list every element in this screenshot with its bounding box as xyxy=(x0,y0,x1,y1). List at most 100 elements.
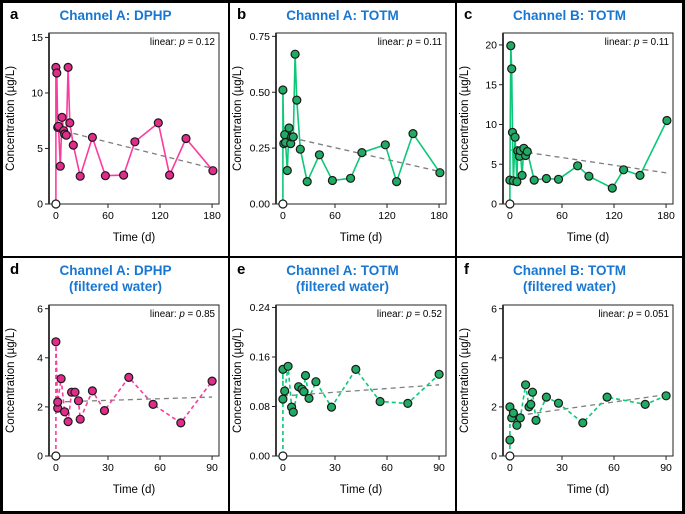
data-point xyxy=(51,451,61,461)
data-point xyxy=(100,171,111,181)
panel-title: Channel A: TOTM xyxy=(230,8,455,24)
x-axis-title: Time (d) xyxy=(567,232,610,244)
data-point xyxy=(520,380,531,390)
data-point xyxy=(73,396,84,406)
data-point xyxy=(510,133,520,143)
x-tick-label: 90 xyxy=(206,462,218,474)
y-tick-label: 2 xyxy=(37,401,43,413)
trend-line xyxy=(55,396,213,403)
data-point xyxy=(283,361,293,371)
data-point xyxy=(505,435,515,445)
data-point xyxy=(531,415,541,425)
y-tick-label: 0.00 xyxy=(250,451,271,463)
x-tick-label: 0 xyxy=(280,210,286,222)
data-point xyxy=(607,183,617,194)
data-point xyxy=(59,407,70,417)
data-point xyxy=(300,370,311,381)
annotation-linear-p: linear: p = 0.11 xyxy=(378,37,442,48)
panel-letter: a xyxy=(10,6,19,23)
data-point xyxy=(87,386,98,396)
panel-title-line1: Channel B: TOTM xyxy=(513,8,626,23)
chart-panel-b: b Channel A: TOTM 0.00 0.25 0.50 0.75 0 60 120… xyxy=(230,3,455,256)
y-tick-label: 2 xyxy=(491,401,497,413)
panel-title-line1: Channel A: TOTM xyxy=(286,8,399,23)
data-point xyxy=(515,413,525,423)
x-tick-label: 60 xyxy=(102,210,114,222)
data-point xyxy=(278,451,288,461)
panel-title-line1: Channel B: TOTM xyxy=(513,263,626,278)
data-point xyxy=(522,147,532,157)
data-point xyxy=(512,177,522,187)
x-tick-label: 180 xyxy=(430,210,448,222)
y-tick-label: 6 xyxy=(491,303,497,315)
panel-title-line1: Channel A: DPHP xyxy=(59,263,172,278)
data-point xyxy=(602,392,612,402)
data-point xyxy=(512,420,522,430)
data-point xyxy=(278,85,288,96)
x-tick-label: 120 xyxy=(378,210,396,222)
plot-frame xyxy=(48,32,220,205)
y-axis-title: Concentration (µg/L) xyxy=(5,66,17,171)
chart-canvas: 0.00 0.25 0.50 0.75 0 60 120 180 Time (d) Concent… xyxy=(232,31,448,244)
data-point xyxy=(345,174,356,184)
data-point xyxy=(506,41,516,51)
y-tick-label: 15 xyxy=(31,33,43,45)
data-point xyxy=(529,175,539,186)
data-point xyxy=(541,392,552,402)
trend-line xyxy=(55,128,214,170)
data-point xyxy=(304,393,314,403)
data-point xyxy=(661,391,671,401)
data-point xyxy=(380,140,390,150)
data-point xyxy=(392,177,402,187)
y-tick-label: 15 xyxy=(485,80,497,92)
data-point xyxy=(640,399,650,409)
x-axis-title: Time (d) xyxy=(340,232,383,244)
y-tick-label: 5 xyxy=(37,144,43,156)
x-tick-label: 60 xyxy=(556,210,568,222)
x-tick-label: 0 xyxy=(53,462,59,474)
y-axis-title: Concentration (µg/L) xyxy=(5,328,17,433)
x-tick-label: 120 xyxy=(151,210,169,222)
y-tick-label: 0.25 xyxy=(250,143,271,155)
panel-title-line1: Channel A: TOTM xyxy=(286,263,399,278)
x-tick-label: 0 xyxy=(507,462,513,474)
data-point xyxy=(280,386,290,396)
data-point xyxy=(517,171,527,181)
data-point xyxy=(572,161,583,171)
data-point xyxy=(52,68,62,79)
x-tick-label: 180 xyxy=(657,210,675,222)
x-tick-label: 60 xyxy=(329,210,341,222)
data-point xyxy=(299,386,309,397)
panel-letter: b xyxy=(237,6,247,23)
y-tick-label: 6 xyxy=(37,303,43,315)
data-point xyxy=(288,132,298,142)
y-tick-label: 0.24 xyxy=(250,302,271,314)
x-tick-label: 30 xyxy=(102,462,114,474)
data-point xyxy=(327,176,338,186)
data-point xyxy=(541,174,552,184)
data-point xyxy=(403,398,413,408)
y-tick-label: 5 xyxy=(491,159,497,171)
data-point xyxy=(619,165,629,175)
data-point xyxy=(526,399,536,409)
y-tick-label: 4 xyxy=(491,352,497,364)
y-tick-label: 0.08 xyxy=(250,401,271,413)
x-tick-label: 60 xyxy=(608,462,620,474)
x-tick-label: 0 xyxy=(507,210,513,222)
x-axis-title: Time (d) xyxy=(113,232,156,244)
annotation-linear-p: linear: p = 0.11 xyxy=(605,37,669,48)
data-point xyxy=(290,50,300,60)
panel-title: Channel A: TOTM (filtered water) xyxy=(230,263,455,296)
chart-panel-c: c Channel B: TOTM 0 5 10 15 20 0 60 120 180 Time … xyxy=(457,3,682,256)
data-point xyxy=(662,116,672,126)
data-point xyxy=(278,394,288,404)
panel-title-line2: (filtered water) xyxy=(68,279,163,295)
y-tick-label: 20 xyxy=(485,40,497,52)
panel-title-line2: (filtered water) xyxy=(295,279,390,295)
data-point xyxy=(408,129,418,139)
x-tick-label: 30 xyxy=(329,462,341,474)
data-point xyxy=(99,405,110,416)
